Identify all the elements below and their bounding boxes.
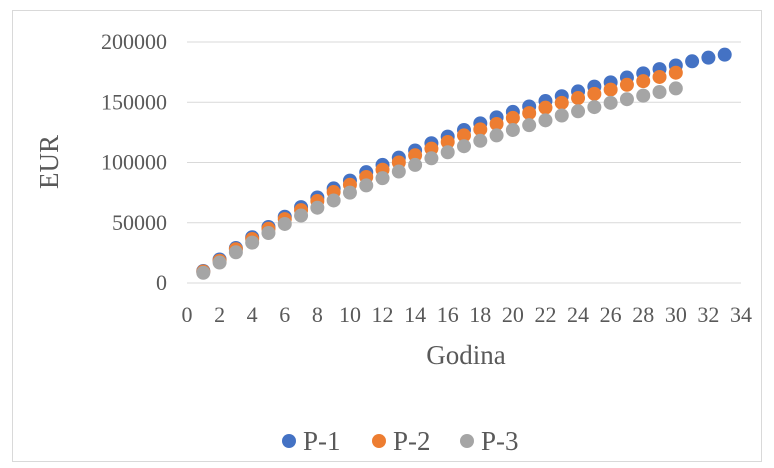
data-point (619, 92, 634, 107)
x-tick-label: 18 (469, 302, 491, 327)
legend-marker (282, 434, 296, 448)
data-point (408, 157, 423, 172)
x-tick-label: 30 (665, 302, 687, 327)
x-tick-label: 20 (502, 302, 524, 327)
data-point (685, 54, 700, 69)
data-point (310, 200, 325, 215)
data-point (505, 110, 520, 125)
data-points (196, 47, 732, 280)
x-tick-label: 6 (279, 302, 290, 327)
data-point (587, 86, 602, 101)
x-tick-label: 16 (437, 302, 459, 327)
data-point (440, 145, 455, 160)
data-point (489, 116, 504, 131)
data-point (538, 100, 553, 115)
x-tick-label: 14 (404, 302, 426, 327)
data-point (668, 65, 683, 80)
data-point (652, 69, 667, 84)
data-point (424, 151, 439, 166)
data-point (571, 91, 586, 106)
data-point (701, 50, 716, 65)
data-point (554, 108, 569, 123)
data-point (473, 122, 488, 137)
data-point (326, 193, 341, 208)
x-tick-label: 28 (632, 302, 654, 327)
legend-label: P-2 (393, 426, 431, 456)
data-point (522, 106, 537, 121)
data-point (619, 77, 634, 92)
y-tick-label: 0 (156, 270, 167, 295)
x-tick-label: 10 (339, 302, 361, 327)
data-point (277, 216, 292, 231)
data-point (196, 265, 211, 280)
data-point (652, 85, 667, 100)
x-tick-label: 24 (567, 302, 589, 327)
data-point (261, 225, 276, 240)
data-point (522, 118, 537, 133)
data-point (668, 81, 683, 96)
y-tick-label: 150000 (101, 89, 167, 114)
x-axis-title: Godina (426, 340, 506, 370)
x-tick-label: 26 (600, 302, 622, 327)
chart-frame (12, 10, 762, 462)
x-tick-label: 0 (182, 302, 193, 327)
data-point (228, 245, 243, 260)
x-tick-label: 12 (372, 302, 394, 327)
data-point (212, 255, 227, 270)
legend-label: P-3 (481, 426, 519, 456)
data-point (538, 113, 553, 128)
data-point (391, 164, 406, 179)
x-tick-label: 32 (697, 302, 719, 327)
legend-marker (372, 434, 386, 448)
data-point (636, 74, 651, 89)
x-tick-label: 34 (730, 302, 752, 327)
data-point (245, 235, 260, 250)
data-point (636, 88, 651, 103)
data-point (424, 141, 439, 156)
x-tick-label: 8 (312, 302, 323, 327)
x-tick-label: 4 (247, 302, 258, 327)
data-point (359, 178, 374, 193)
data-point (603, 95, 618, 110)
data-point (375, 171, 390, 186)
data-point (342, 185, 357, 200)
data-point (457, 139, 471, 154)
data-point (587, 100, 602, 115)
x-axis-ticks: 0 2 4 6 8 10 12 14 16 18 20 22 24 26 28 30 32 34 (182, 302, 753, 327)
data-point (294, 208, 309, 223)
data-point (408, 148, 423, 163)
x-tick-label: 22 (534, 302, 556, 327)
y-axis-title: EUR (34, 135, 64, 189)
data-point (603, 82, 618, 97)
data-point (489, 128, 504, 143)
series-P-3 (196, 81, 683, 280)
data-point (505, 122, 520, 137)
y-tick-label: 50000 (112, 210, 167, 235)
legend-marker (460, 434, 474, 448)
legend-label: P-1 (303, 426, 341, 456)
data-point (554, 95, 569, 110)
y-axis-ticks: 0 50000 100000 150000 200000 (101, 29, 167, 295)
legend: P-1 P-2 P-3 (282, 426, 519, 456)
data-point (440, 135, 455, 150)
data-point (571, 104, 586, 119)
x-tick-label: 2 (214, 302, 225, 327)
y-tick-label: 200000 (101, 29, 167, 54)
data-point (717, 47, 732, 62)
data-point (457, 128, 471, 143)
data-point (473, 133, 488, 148)
y-tick-label: 100000 (101, 150, 167, 175)
